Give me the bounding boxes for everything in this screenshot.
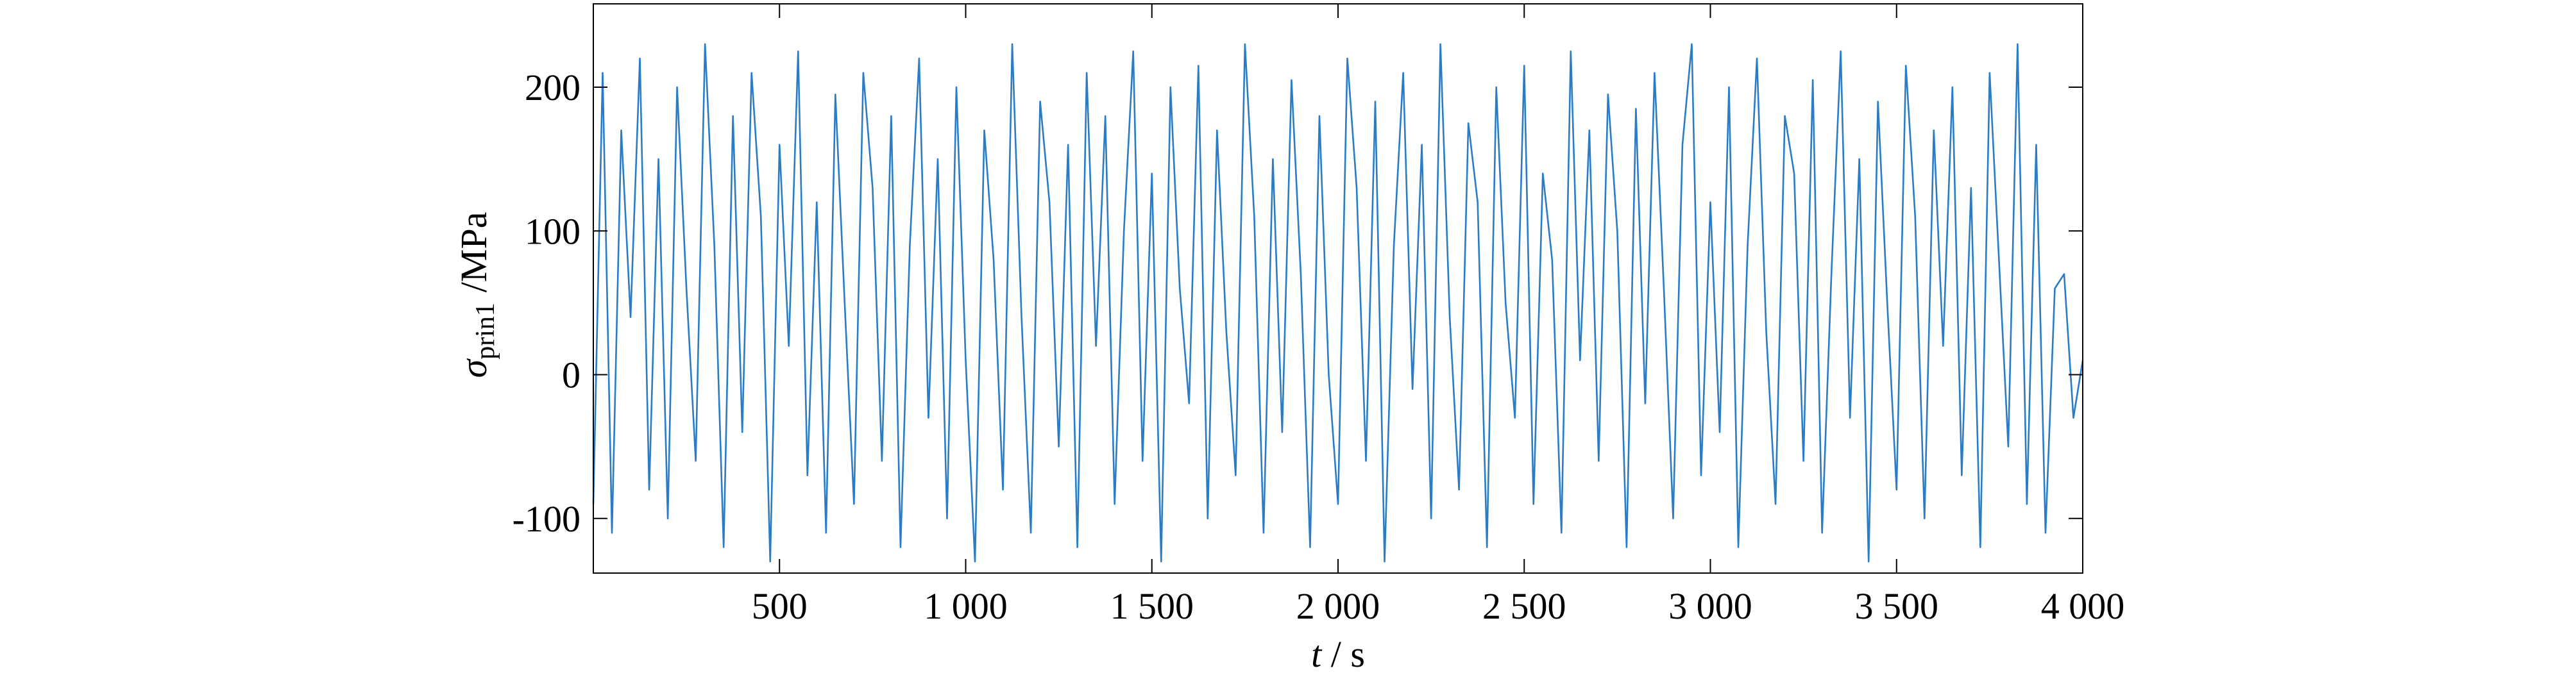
y-axis-label: σprin1/MPa [453, 212, 500, 378]
x-axis-label: t / s [1311, 633, 1365, 672]
x-tick-label: 1 000 [924, 585, 1008, 627]
x-tick-label: 4 000 [2041, 585, 2125, 627]
y-axis-subscript: prin1 [471, 303, 500, 360]
x-axis-unit: / s [1331, 633, 1365, 672]
data-line [592, 43, 2084, 563]
y-axis-symbol: σ [453, 358, 495, 378]
x-tick-label: 3 500 [1855, 585, 1939, 627]
y-tick-label: 0 [562, 354, 580, 396]
y-tick-label: -100 [513, 498, 580, 540]
y-tick-label: 100 [525, 210, 580, 252]
x-tick-label: 3 000 [1668, 585, 1752, 627]
x-tick-label: 2 000 [1296, 585, 1380, 627]
x-axis-symbol: t [1311, 633, 1323, 672]
x-tick-label: 1 500 [1110, 585, 1194, 627]
x-tick-label: 500 [752, 585, 808, 627]
y-tick-label: 200 [525, 67, 580, 108]
plot-frame [593, 3, 2083, 574]
y-axis-unit: /MPa [453, 212, 495, 293]
x-tick-label: 2 500 [1482, 585, 1566, 627]
